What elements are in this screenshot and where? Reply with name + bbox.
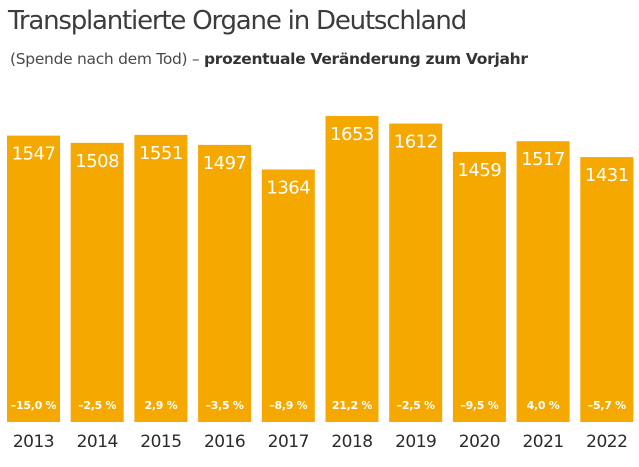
change-label: –8,9 %: [269, 399, 307, 412]
change-label: 21,2 %: [332, 399, 372, 412]
change-label: –9,5 %: [460, 399, 498, 412]
x-tick-label: 2013: [13, 432, 54, 452]
x-tick-label: 2017: [268, 432, 309, 452]
bar-2018: [325, 116, 379, 422]
bar-group-2019: 1612 –2,5 % 2019: [389, 123, 443, 452]
bar-value-label: 1497: [203, 153, 247, 174]
bar-group-2020: 1459 –9,5 % 2020: [452, 151, 506, 452]
bar-group-2021: 1517 4,0 % 2021: [516, 141, 570, 452]
bar-group-2022: 1431 –5,7 % 2022: [580, 157, 634, 452]
bar-2022: [580, 157, 634, 422]
bar-group-2013: 1547 –15,0 % 2013: [7, 135, 60, 452]
bar-value-label: 1653: [330, 124, 374, 145]
x-tick-label: 2020: [459, 432, 500, 452]
bar-2019: [389, 123, 443, 422]
x-tick-label: 2018: [331, 432, 372, 452]
bar-2021: [516, 141, 570, 422]
bar-group-2014: 1508 –2,5 % 2014: [70, 142, 124, 452]
bar-value-label: 1364: [266, 178, 310, 199]
subtitle-separator: –: [187, 50, 205, 68]
bar-value-label: 1517: [521, 149, 565, 170]
change-label: –15,0 %: [11, 399, 57, 412]
bar-value-label: 1547: [12, 144, 56, 165]
change-label: 4,0 %: [527, 399, 560, 412]
bar-value-label: 1459: [457, 160, 501, 181]
chart-title: Transplantierte Organe in Deutschland: [8, 6, 467, 36]
x-tick-label: 2015: [140, 432, 181, 452]
x-tick-label: 2022: [586, 432, 627, 452]
bar-value-label: 1508: [75, 151, 119, 172]
x-tick-label: 2016: [204, 432, 245, 452]
change-label: –3,5 %: [206, 399, 244, 412]
bar-2014: [70, 142, 124, 422]
bar-2017: [261, 169, 315, 422]
x-tick-label: 2021: [522, 432, 563, 452]
subtitle-plain: (Spende nach dem Tod): [10, 50, 188, 68]
bar-group-2015: 1551 2,9 % 2015: [134, 134, 188, 452]
x-tick-label: 2019: [395, 432, 436, 452]
change-label: –2,5 %: [397, 399, 435, 412]
change-label: –5,7 %: [588, 399, 626, 412]
bar-group-2017: 1364 –8,9 % 2017: [261, 169, 315, 452]
bar-value-label: 1431: [585, 165, 629, 186]
change-label: –2,5 %: [78, 399, 116, 412]
bar-value-label: 1612: [394, 132, 438, 153]
bar-value-label: 1551: [139, 143, 183, 164]
bar-2015: [134, 134, 188, 422]
subtitle-bold: prozentuale Veränderung zum Vorjahr: [204, 50, 528, 68]
bar-2020: [452, 151, 506, 422]
bar-group-2016: 1497 –3,5 % 2016: [198, 144, 252, 452]
chart-subtitle: (Spende nach dem Tod) – prozentuale Verä…: [10, 50, 528, 68]
bar-2013: [7, 135, 60, 422]
x-tick-label: 2014: [77, 432, 118, 452]
bar-group-2018: 1653 21,2 % 2018: [325, 116, 379, 452]
change-label: 2,9 %: [144, 399, 177, 412]
bar-2016: [198, 144, 252, 422]
